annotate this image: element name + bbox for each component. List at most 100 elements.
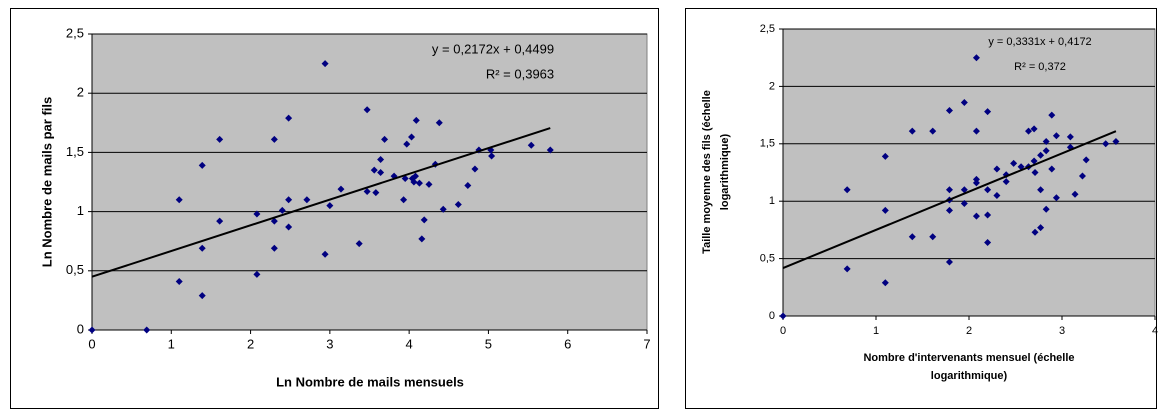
data-point	[527, 141, 535, 149]
data-point	[1037, 151, 1045, 159]
data-point	[984, 211, 992, 219]
x-tick-label: 6	[564, 336, 571, 351]
r-squared: R² = 0,372	[1014, 61, 1066, 73]
data-point	[198, 292, 206, 300]
data-point	[363, 106, 371, 114]
data-point	[1082, 156, 1090, 164]
data-point	[425, 180, 433, 188]
data-point	[285, 196, 293, 204]
data-point	[253, 210, 261, 218]
data-point	[377, 156, 385, 164]
data-point	[1078, 172, 1086, 180]
data-point	[412, 116, 420, 124]
data-point	[1031, 228, 1039, 236]
data-point	[198, 244, 206, 252]
data-point	[381, 135, 389, 143]
data-point	[972, 179, 980, 187]
trendline-equation: y = 0,3331x + 0,4172	[988, 36, 1091, 48]
data-point	[546, 146, 554, 154]
r-squared: R² = 0,3963	[486, 66, 554, 81]
data-point	[945, 258, 953, 266]
y-tick-label: 0	[77, 321, 84, 336]
data-point	[198, 161, 206, 169]
data-point	[337, 185, 345, 193]
data-point	[945, 186, 953, 194]
data-point	[972, 54, 980, 62]
data-point	[1052, 194, 1060, 202]
y-tick-label: 2	[769, 80, 775, 92]
data-point	[372, 189, 380, 197]
data-point	[984, 186, 992, 194]
y-tick-label: 0,5	[66, 262, 84, 277]
data-point	[1066, 133, 1074, 141]
data-point	[216, 135, 224, 143]
x-tick-label: 5	[485, 336, 492, 351]
trendline	[782, 130, 1117, 270]
x-tick-label: 0	[780, 325, 786, 337]
x-axis-title: Ln Nombre de mails mensuels	[276, 374, 464, 389]
data-point	[270, 217, 278, 225]
data-point	[1048, 165, 1056, 173]
x-tick-label: 0	[88, 336, 95, 351]
y-tick-label: 0,5	[760, 253, 775, 265]
data-point	[410, 178, 418, 186]
x-tick-label: 2	[247, 336, 254, 351]
data-point	[278, 206, 286, 214]
data-point	[779, 312, 787, 320]
data-point	[908, 127, 916, 135]
plot-area	[782, 28, 1156, 317]
y-tick-label: 0	[769, 310, 775, 322]
data-point	[984, 108, 992, 116]
data-point	[993, 191, 1001, 199]
data-point	[993, 165, 1001, 173]
x-tick-label: 4	[1152, 325, 1158, 337]
data-point	[321, 250, 329, 258]
data-point	[1037, 186, 1045, 194]
data-point	[1112, 138, 1120, 146]
data-point	[270, 135, 278, 143]
data-point	[454, 200, 462, 208]
data-point	[881, 206, 889, 214]
data-point	[1030, 125, 1038, 133]
x-tick-label: 2	[966, 325, 972, 337]
data-point	[960, 98, 968, 106]
data-point	[363, 187, 371, 195]
data-point	[960, 199, 968, 207]
x-tick-label: 3	[326, 336, 333, 351]
x-tick-label: 3	[1059, 325, 1065, 337]
data-point	[175, 277, 183, 285]
data-point	[972, 127, 980, 135]
data-point	[216, 217, 224, 225]
data-point	[415, 179, 423, 187]
data-point	[253, 270, 261, 278]
x-tick-label: 1	[873, 325, 879, 337]
y-tick-label: 2,5	[760, 23, 775, 35]
y-tick-label: 1,5	[760, 138, 775, 150]
data-point	[1042, 138, 1050, 146]
data-point	[1030, 157, 1038, 165]
data-point	[929, 127, 937, 135]
x-axis-title: logarithmique)	[931, 370, 1008, 382]
data-point	[1031, 169, 1039, 176]
data-point	[377, 169, 385, 177]
data-point	[403, 140, 411, 148]
data-point	[435, 119, 443, 127]
data-point	[881, 152, 889, 160]
y-axis-title: Ln Nombre de mails par fils	[39, 97, 54, 268]
data-point	[285, 223, 293, 231]
data-point	[471, 165, 479, 173]
data-point	[408, 133, 416, 141]
data-point	[464, 182, 472, 190]
data-point	[439, 205, 447, 213]
data-point	[908, 233, 916, 241]
data-point	[488, 152, 496, 160]
data-point	[1025, 127, 1033, 135]
data-point	[285, 114, 293, 122]
data-point	[960, 186, 968, 194]
data-point	[843, 186, 851, 194]
x-tick-label: 4	[406, 336, 413, 351]
y-tick-label: 1,5	[66, 144, 84, 159]
trendline	[91, 127, 551, 278]
data-point	[321, 60, 329, 68]
data-point	[270, 244, 278, 252]
